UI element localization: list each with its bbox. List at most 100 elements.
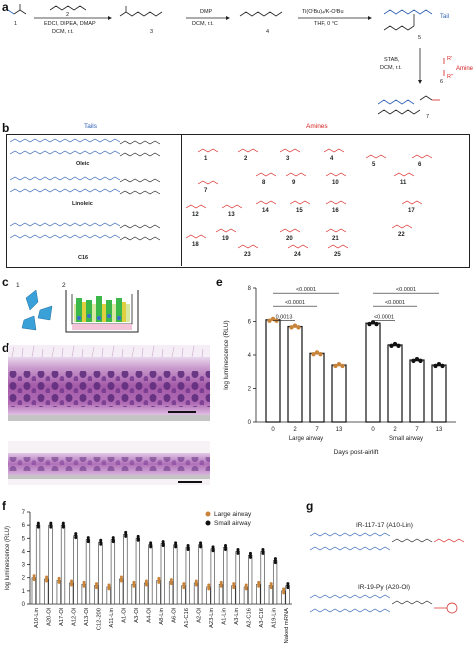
- f-y-tick-label: 5: [22, 536, 26, 542]
- e-x-tick-label: 0: [271, 427, 275, 433]
- f-point: [211, 545, 215, 549]
- amine-number-label: 2: [244, 156, 248, 162]
- e-x-tick-label: 13: [336, 427, 343, 433]
- f-x-tick-label: A6-Ol: [171, 608, 177, 623]
- f-point: [119, 575, 123, 579]
- amine-number-label: 20: [286, 236, 293, 242]
- f-point: [248, 551, 252, 555]
- amine-number-label: 10: [332, 180, 339, 186]
- compound-1-structure: [7, 4, 27, 15]
- f-bar: [44, 578, 49, 605]
- f-point: [82, 580, 86, 584]
- amine-number-label: 5: [372, 162, 376, 168]
- amine-12-structure: [185, 204, 207, 209]
- e-point: [314, 350, 320, 355]
- e-point: [296, 325, 301, 330]
- e-bar: [309, 352, 325, 423]
- panel-b-divider: [181, 134, 182, 266]
- amine-4-structure: [323, 148, 345, 153]
- f-point: [224, 544, 228, 548]
- f-x-tick-label: A1-Lin: [221, 608, 227, 625]
- amine-number-label: 21: [332, 236, 339, 242]
- f-x-tick-label: A10-Lin: [34, 608, 40, 628]
- amine-number-label: 17: [408, 208, 415, 214]
- e-y-tick-label: 4: [248, 353, 252, 359]
- e-x-tick-label: 7: [415, 427, 419, 433]
- lead-structures: [309, 532, 465, 614]
- e-sig-label: <0.0001: [374, 315, 394, 321]
- step3-conditions: THF, 0 °C: [314, 21, 338, 27]
- f-x-tick-label: A13-Ol: [84, 608, 90, 626]
- panel-c-step2: 2: [62, 282, 66, 289]
- e-point: [392, 341, 398, 347]
- f-point: [32, 574, 36, 578]
- e-sig-label: <0.0001: [285, 300, 305, 306]
- step3-reagent: Ti(OⁱBu)₄/K-OᵗBu: [302, 9, 344, 15]
- amine-number-label: 3: [286, 156, 290, 162]
- e-x-axis-label: Days post-airlift: [334, 449, 379, 456]
- amine-1-structure: [197, 148, 219, 153]
- f-point: [286, 582, 290, 586]
- e-sig-label: <0.0001: [396, 287, 416, 293]
- f-point: [199, 541, 203, 545]
- f-x-tick-label: A1-Ol: [122, 608, 128, 623]
- tail-linoleic-label: Linoleic: [72, 201, 93, 207]
- amine-number-label: 14: [262, 208, 269, 214]
- amine-24-structure: [287, 244, 309, 249]
- f-y-tick-label: 0: [22, 602, 26, 608]
- amine-18-structure: [185, 234, 207, 239]
- f-bar: [73, 535, 78, 605]
- f-bar: [31, 577, 36, 605]
- f-bar: [198, 544, 203, 605]
- amine-number-label: 11: [400, 180, 407, 186]
- amines-structures: [185, 148, 433, 249]
- f-y-tick-label: 7: [22, 510, 26, 516]
- amine-3-structure: [279, 148, 301, 153]
- amine-15-structure: [289, 200, 311, 205]
- e-y-axis-label: log luminescence (RLU): [223, 320, 230, 389]
- f-point: [124, 530, 128, 534]
- e-sig-label: <0.0001: [385, 300, 405, 306]
- e-sig-label: 0.0013: [276, 315, 293, 321]
- epithelial-cells: [74, 296, 130, 322]
- amine-6-structure: [411, 154, 433, 159]
- f-point: [86, 536, 90, 540]
- amines-header: Amines: [306, 123, 328, 130]
- step4-reagent: STAB,: [384, 57, 400, 63]
- f-y-tick-label: 4: [22, 549, 26, 555]
- e-bar: [365, 322, 381, 423]
- e-point: [270, 316, 276, 322]
- f-bar: [60, 524, 66, 605]
- compound-7-label: 7: [426, 114, 430, 120]
- amine-number-label: 22: [398, 232, 405, 238]
- f-legend-marker: [205, 520, 211, 526]
- f-bar: [85, 539, 91, 605]
- f-point: [219, 580, 223, 584]
- f-x-tick-label: A8-Lin: [159, 608, 165, 625]
- e-bar: [431, 364, 447, 423]
- amine-r2-label: R": [447, 74, 453, 80]
- amine-11-structure: [393, 172, 415, 177]
- f-point: [94, 582, 98, 586]
- f-point: [111, 536, 115, 540]
- e-bar: [331, 364, 347, 423]
- amine-number-label: 8: [262, 180, 266, 186]
- e-point: [440, 363, 445, 369]
- f-bar: [210, 548, 215, 605]
- f-x-tick-label: A17-Ol: [59, 608, 65, 626]
- f-bar: [48, 524, 53, 605]
- f-bar: [185, 547, 190, 605]
- f-point: [261, 547, 265, 551]
- e-x-tick-label: 13: [436, 427, 443, 433]
- e-group-label: Large airway: [289, 436, 323, 442]
- e-y-tick-label: 6: [248, 320, 252, 326]
- f-x-tick-label: A3-Ol: [134, 608, 140, 623]
- f-bar: [148, 544, 153, 605]
- amine-number-label: 12: [192, 212, 199, 218]
- e-point: [292, 323, 298, 328]
- step4-conditions: DCM, r.t.: [380, 65, 402, 71]
- f-legend-label: Large airway: [214, 511, 252, 518]
- f-bar: [248, 555, 253, 605]
- f-point: [161, 540, 165, 544]
